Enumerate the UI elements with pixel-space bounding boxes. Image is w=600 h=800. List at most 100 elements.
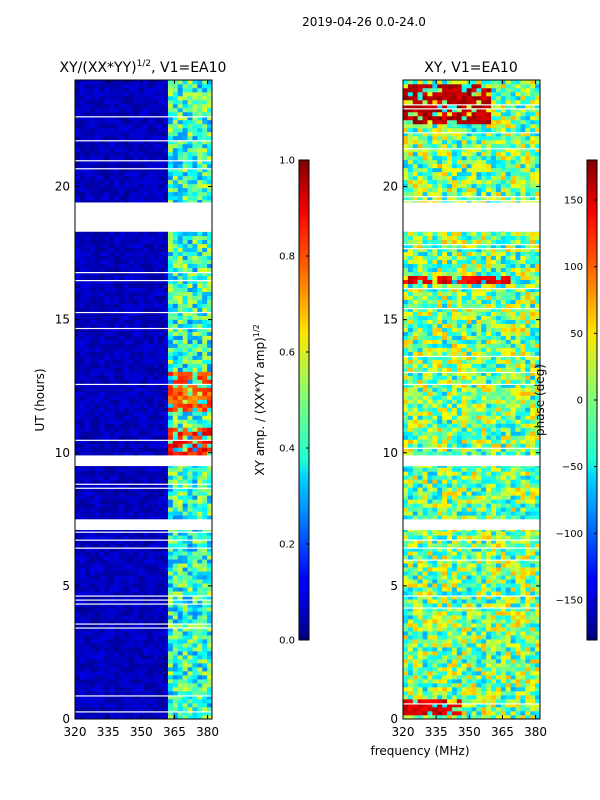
heatmap-cell (192, 471, 198, 476)
heatmap-cell (177, 643, 183, 648)
heatmap-cell (148, 299, 154, 304)
heatmap-cell (153, 247, 159, 253)
heatmap-cell (481, 663, 487, 668)
heatmap-cell (148, 351, 154, 356)
heatmap-cell (148, 431, 154, 436)
heatmap-cell (128, 103, 135, 109)
heatmap-cell (84, 435, 90, 440)
heatmap-cell (99, 151, 105, 157)
heatmap-cell (407, 667, 414, 672)
heatmap-cell (119, 279, 125, 284)
heatmap-cell (94, 495, 100, 500)
heatmap-cell (138, 199, 144, 205)
heatmap-cell (197, 131, 203, 137)
heatmap-cell (197, 535, 203, 540)
heatmap-cell (104, 647, 110, 652)
heatmap-cell (192, 679, 198, 684)
heatmap-cell (109, 271, 115, 276)
heatmap-cell (89, 99, 95, 105)
heatmap-cell (119, 699, 125, 704)
heatmap-cell (119, 671, 125, 676)
heatmap-cell (99, 179, 105, 185)
heatmap-cell (138, 275, 144, 280)
heatmap-cell (167, 447, 174, 452)
heatmap-cell (182, 331, 188, 336)
heatmap-cell (143, 199, 149, 205)
heatmap-cell (104, 663, 110, 668)
heatmap-cell (123, 427, 130, 432)
heatmap-cell (158, 679, 164, 684)
heatmap-cell (89, 155, 95, 161)
heatmap-cell (167, 503, 174, 508)
heatmap-cell (79, 287, 86, 292)
heatmap-cell (197, 195, 203, 201)
heatmap-cell (153, 395, 159, 400)
heatmap-cell (89, 559, 95, 564)
heatmap-cell (182, 287, 188, 292)
heatmap-cell (99, 431, 105, 436)
heatmap-cell (192, 571, 198, 576)
heatmap-cell (94, 339, 100, 344)
heatmap-cell (167, 371, 174, 376)
heatmap-cell (84, 195, 90, 201)
heatmap-cell (119, 251, 125, 257)
heatmap-cell (207, 707, 212, 712)
heatmap-cell (182, 307, 188, 312)
heatmap-cell (520, 687, 526, 692)
heatmap-cell (75, 419, 81, 424)
heatmap-cell (128, 343, 135, 348)
heatmap-cell (109, 323, 115, 328)
heatmap-cell (163, 127, 169, 133)
heatmap-cell (89, 387, 95, 392)
heatmap-cell (79, 339, 86, 344)
heatmap-cell (153, 599, 159, 604)
heatmap-cell (138, 583, 144, 588)
heatmap-cell (128, 127, 135, 133)
heatmap-cell (192, 515, 198, 520)
heatmap-cell (505, 683, 511, 688)
heatmap-cell (109, 511, 115, 516)
heatmap-cell (167, 471, 174, 476)
heatmap-cell (187, 703, 193, 708)
heatmap-cell (432, 703, 438, 708)
heatmap-cell (143, 159, 149, 165)
heatmap-cell (114, 263, 120, 268)
heatmap-cell (163, 699, 169, 704)
heatmap-cell (148, 547, 154, 552)
heatmap-cell (515, 671, 521, 676)
heatmap-cell (163, 495, 169, 500)
heatmap-cell (104, 131, 110, 137)
heatmap-cell (481, 691, 487, 696)
heatmap-cell (476, 663, 482, 668)
heatmap-cell (202, 495, 208, 500)
heatmap-cell (133, 107, 139, 113)
heatmap-cell (104, 491, 110, 496)
heatmap-cell (75, 515, 81, 520)
heatmap-cell (99, 115, 105, 121)
heatmap-cell (89, 191, 95, 197)
heatmap-cell (192, 339, 198, 344)
heatmap-cell (109, 579, 115, 584)
heatmap-cell (109, 267, 115, 272)
heatmap-cell (167, 175, 174, 181)
heatmap-cell (79, 355, 86, 360)
heatmap-cell (79, 699, 86, 704)
heatmap-cell (138, 107, 144, 113)
amplitude-heatmap (75, 80, 212, 719)
heatmap-cell (128, 339, 135, 344)
heatmap-cell (109, 143, 115, 149)
heatmap-cell (167, 539, 174, 544)
heatmap-cell (158, 475, 164, 480)
heatmap-cell (114, 639, 120, 644)
heatmap-cell (143, 267, 149, 272)
heatmap-cell (99, 391, 105, 396)
heatmap-cell (123, 479, 130, 484)
heatmap-cell (148, 635, 154, 640)
heatmap-cell (84, 611, 90, 616)
heatmap-cell (109, 439, 115, 444)
heatmap-cell (163, 295, 169, 300)
heatmap-cell (119, 555, 125, 560)
heatmap-cell (515, 687, 521, 692)
heatmap-cell (104, 251, 110, 257)
heatmap-cell (99, 367, 105, 372)
